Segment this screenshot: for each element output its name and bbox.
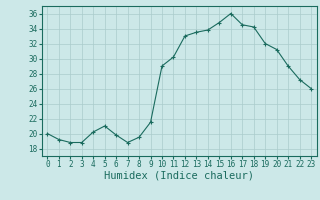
X-axis label: Humidex (Indice chaleur): Humidex (Indice chaleur) xyxy=(104,171,254,181)
